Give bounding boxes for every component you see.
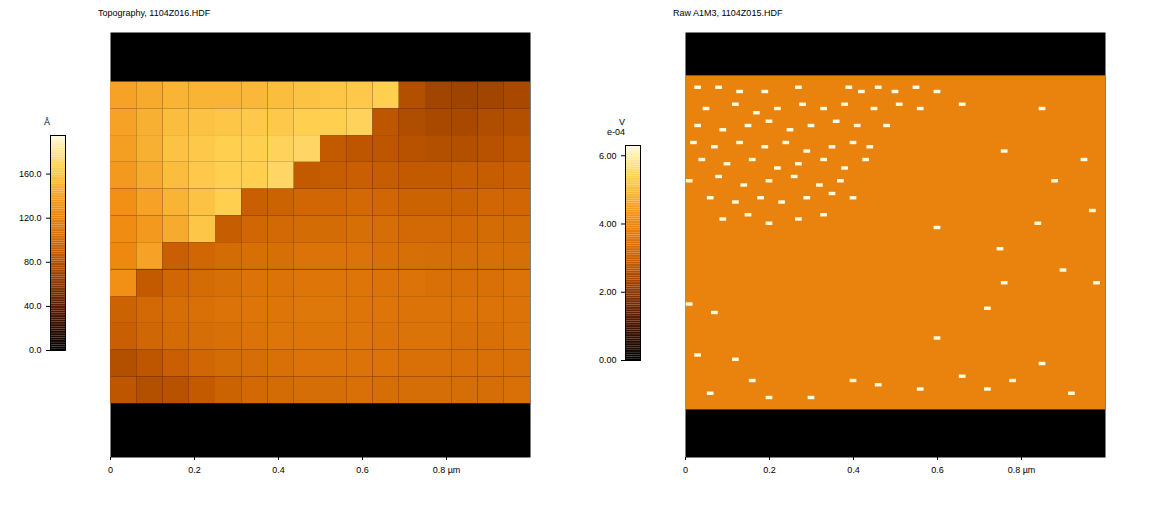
svg-text:2.00: 2.00 <box>599 287 617 297</box>
svg-text:0: 0 <box>108 465 113 475</box>
svg-text:0.0: 0.0 <box>29 345 42 355</box>
svg-text:0: 0 <box>683 465 688 475</box>
svg-text:0.4: 0.4 <box>272 465 285 475</box>
svg-text:0.8 µm: 0.8 µm <box>433 465 461 475</box>
svg-text:0.00: 0.00 <box>599 355 617 365</box>
html-text:Å: Å <box>44 117 50 127</box>
svg-text:6.00: 6.00 <box>599 151 617 161</box>
html-text:V: V <box>619 117 625 127</box>
svg-text:0.2: 0.2 <box>763 465 776 475</box>
html-text:Topography, 1104Z016.HDF: Topography, 1104Z016.HDF <box>98 8 211 18</box>
svg-text:4.00: 4.00 <box>599 219 617 229</box>
svg-text:160.0: 160.0 <box>19 169 42 179</box>
html-text:Raw A1M3, 1104Z015.HDF: Raw A1M3, 1104Z015.HDF <box>673 8 783 18</box>
svg-text:0.4: 0.4 <box>847 465 860 475</box>
svg-text:40.0: 40.0 <box>24 301 42 311</box>
svg-text:120.0: 120.0 <box>19 213 42 223</box>
html-text:e-04: e-04 <box>607 127 625 137</box>
svg-text:0.6: 0.6 <box>931 465 944 475</box>
svg-text:0.2: 0.2 <box>188 465 201 475</box>
svg-text:0.8 µm: 0.8 µm <box>1008 465 1036 475</box>
svg-text:80.0: 80.0 <box>24 257 42 267</box>
svg-text:0.6: 0.6 <box>356 465 369 475</box>
